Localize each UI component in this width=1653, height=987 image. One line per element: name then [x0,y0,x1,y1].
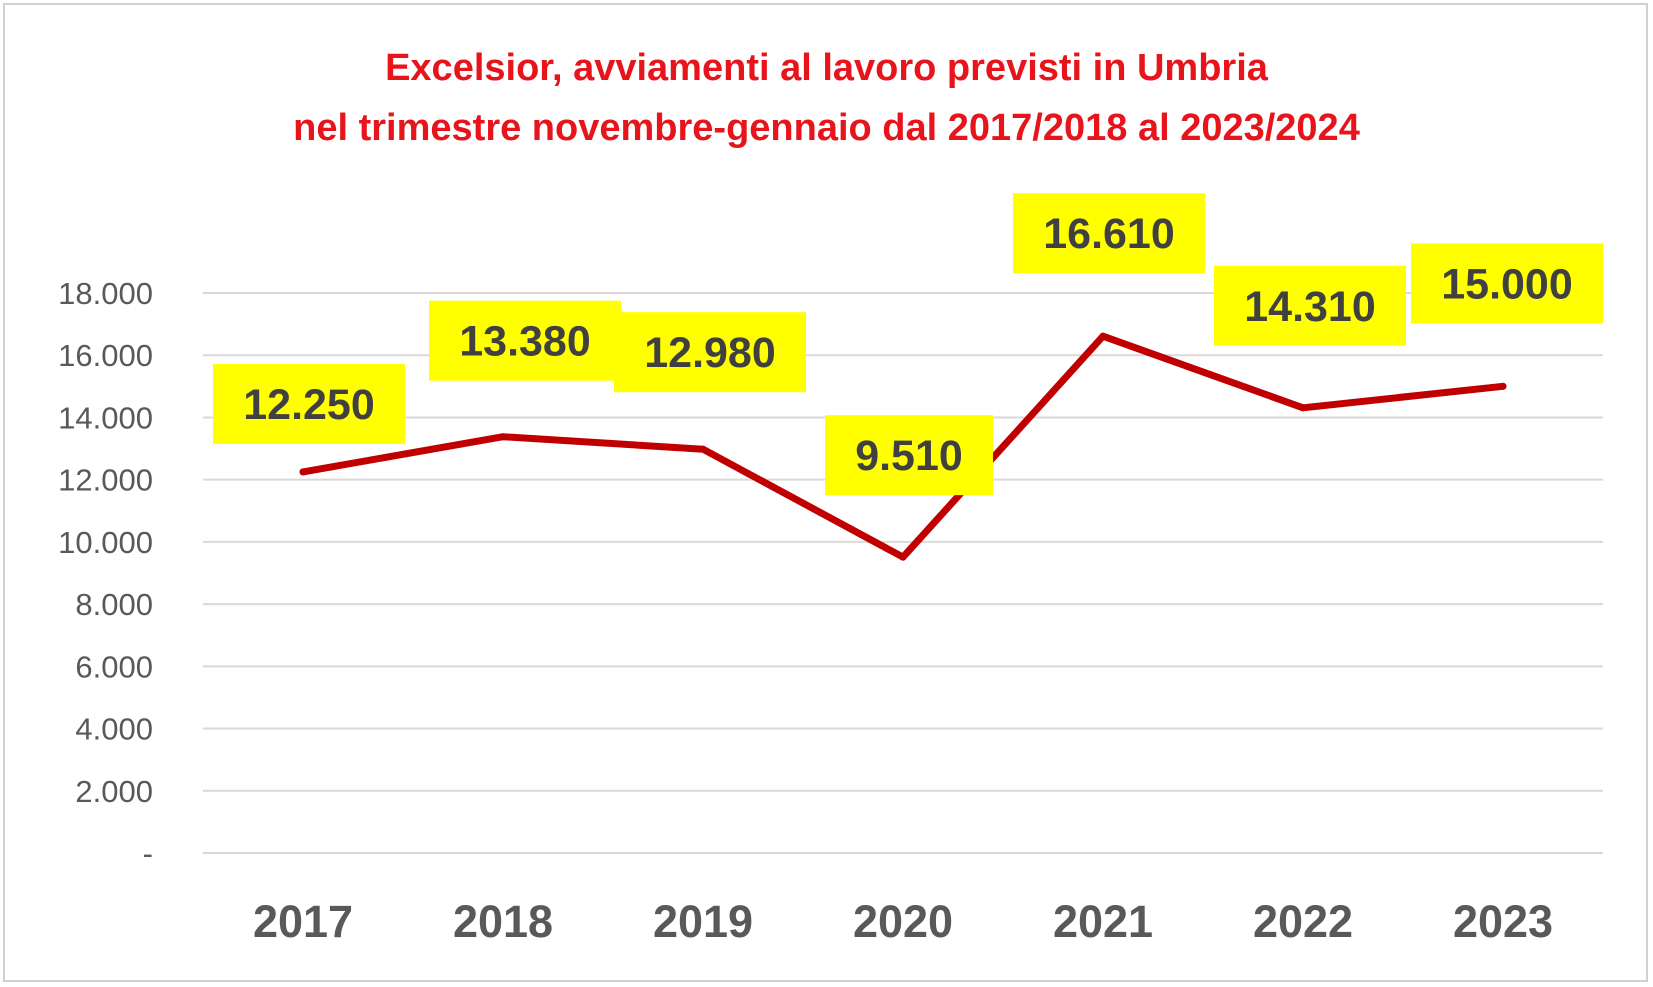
data-label: 12.250 [243,381,375,429]
x-tick-label: 2023 [1453,896,1553,947]
data-label-box [1013,193,1205,274]
y-tick-label: 8.000 [75,587,153,622]
data-point [1099,332,1107,340]
chart-title: Excelsior, avviamenti al lavoro previsti… [0,38,1653,158]
gridlines [203,292,1603,854]
data-label: 16.610 [1043,210,1175,258]
chart-title-line-1: Excelsior, avviamenti al lavoro previsti… [385,47,1268,89]
data-label-box [1214,265,1406,346]
data-point [299,468,307,476]
data-label-box [429,300,621,381]
data-label-box [213,363,405,444]
data-label: 9.510 [855,432,963,480]
data-point [499,433,507,441]
data-label: 14.310 [1244,283,1376,331]
data-label: 13.380 [459,318,591,366]
x-axis-ticks: 2017 2018 2019 2020 2021 2022 2023 [253,896,1553,947]
x-tick-label: 2017 [253,896,353,947]
series-line-group [299,332,1507,561]
y-axis-ticks: - 2.000 4.000 6.000 8.000 10.000 12.000 14.000 1… [58,276,153,871]
data-label-box [1411,243,1603,324]
y-tick-label: 6.000 [75,649,153,684]
data-labels: 12.250 13.380 12.980 9.510 16.610 14.310 15.00… [213,193,1603,496]
x-tick-label: 2021 [1053,896,1153,947]
data-point [699,445,707,453]
data-label-box [825,415,993,496]
data-point [1299,404,1307,412]
x-tick-label: 2020 [853,896,953,947]
x-tick-label: 2018 [453,896,553,947]
y-tick-label: 2.000 [75,774,153,809]
y-tick-label: 18.000 [58,276,153,311]
data-label-box [614,312,806,393]
data-point [1499,382,1507,390]
x-tick-label: 2019 [653,896,753,947]
y-tick-label: 12.000 [58,463,153,498]
chart-title-line-2: nel trimestre novembre-gennaio dal 2017/… [293,107,1360,149]
y-tick-label: 4.000 [75,712,153,747]
data-label: 15.000 [1441,260,1573,308]
y-tick-label: 14.000 [58,400,153,435]
y-tick-label: 16.000 [58,338,153,373]
data-label: 12.980 [644,329,776,377]
y-tick-label: 10.000 [58,525,153,560]
data-point [899,553,907,561]
x-tick-label: 2022 [1253,896,1353,947]
y-tick-label: - [143,836,153,871]
